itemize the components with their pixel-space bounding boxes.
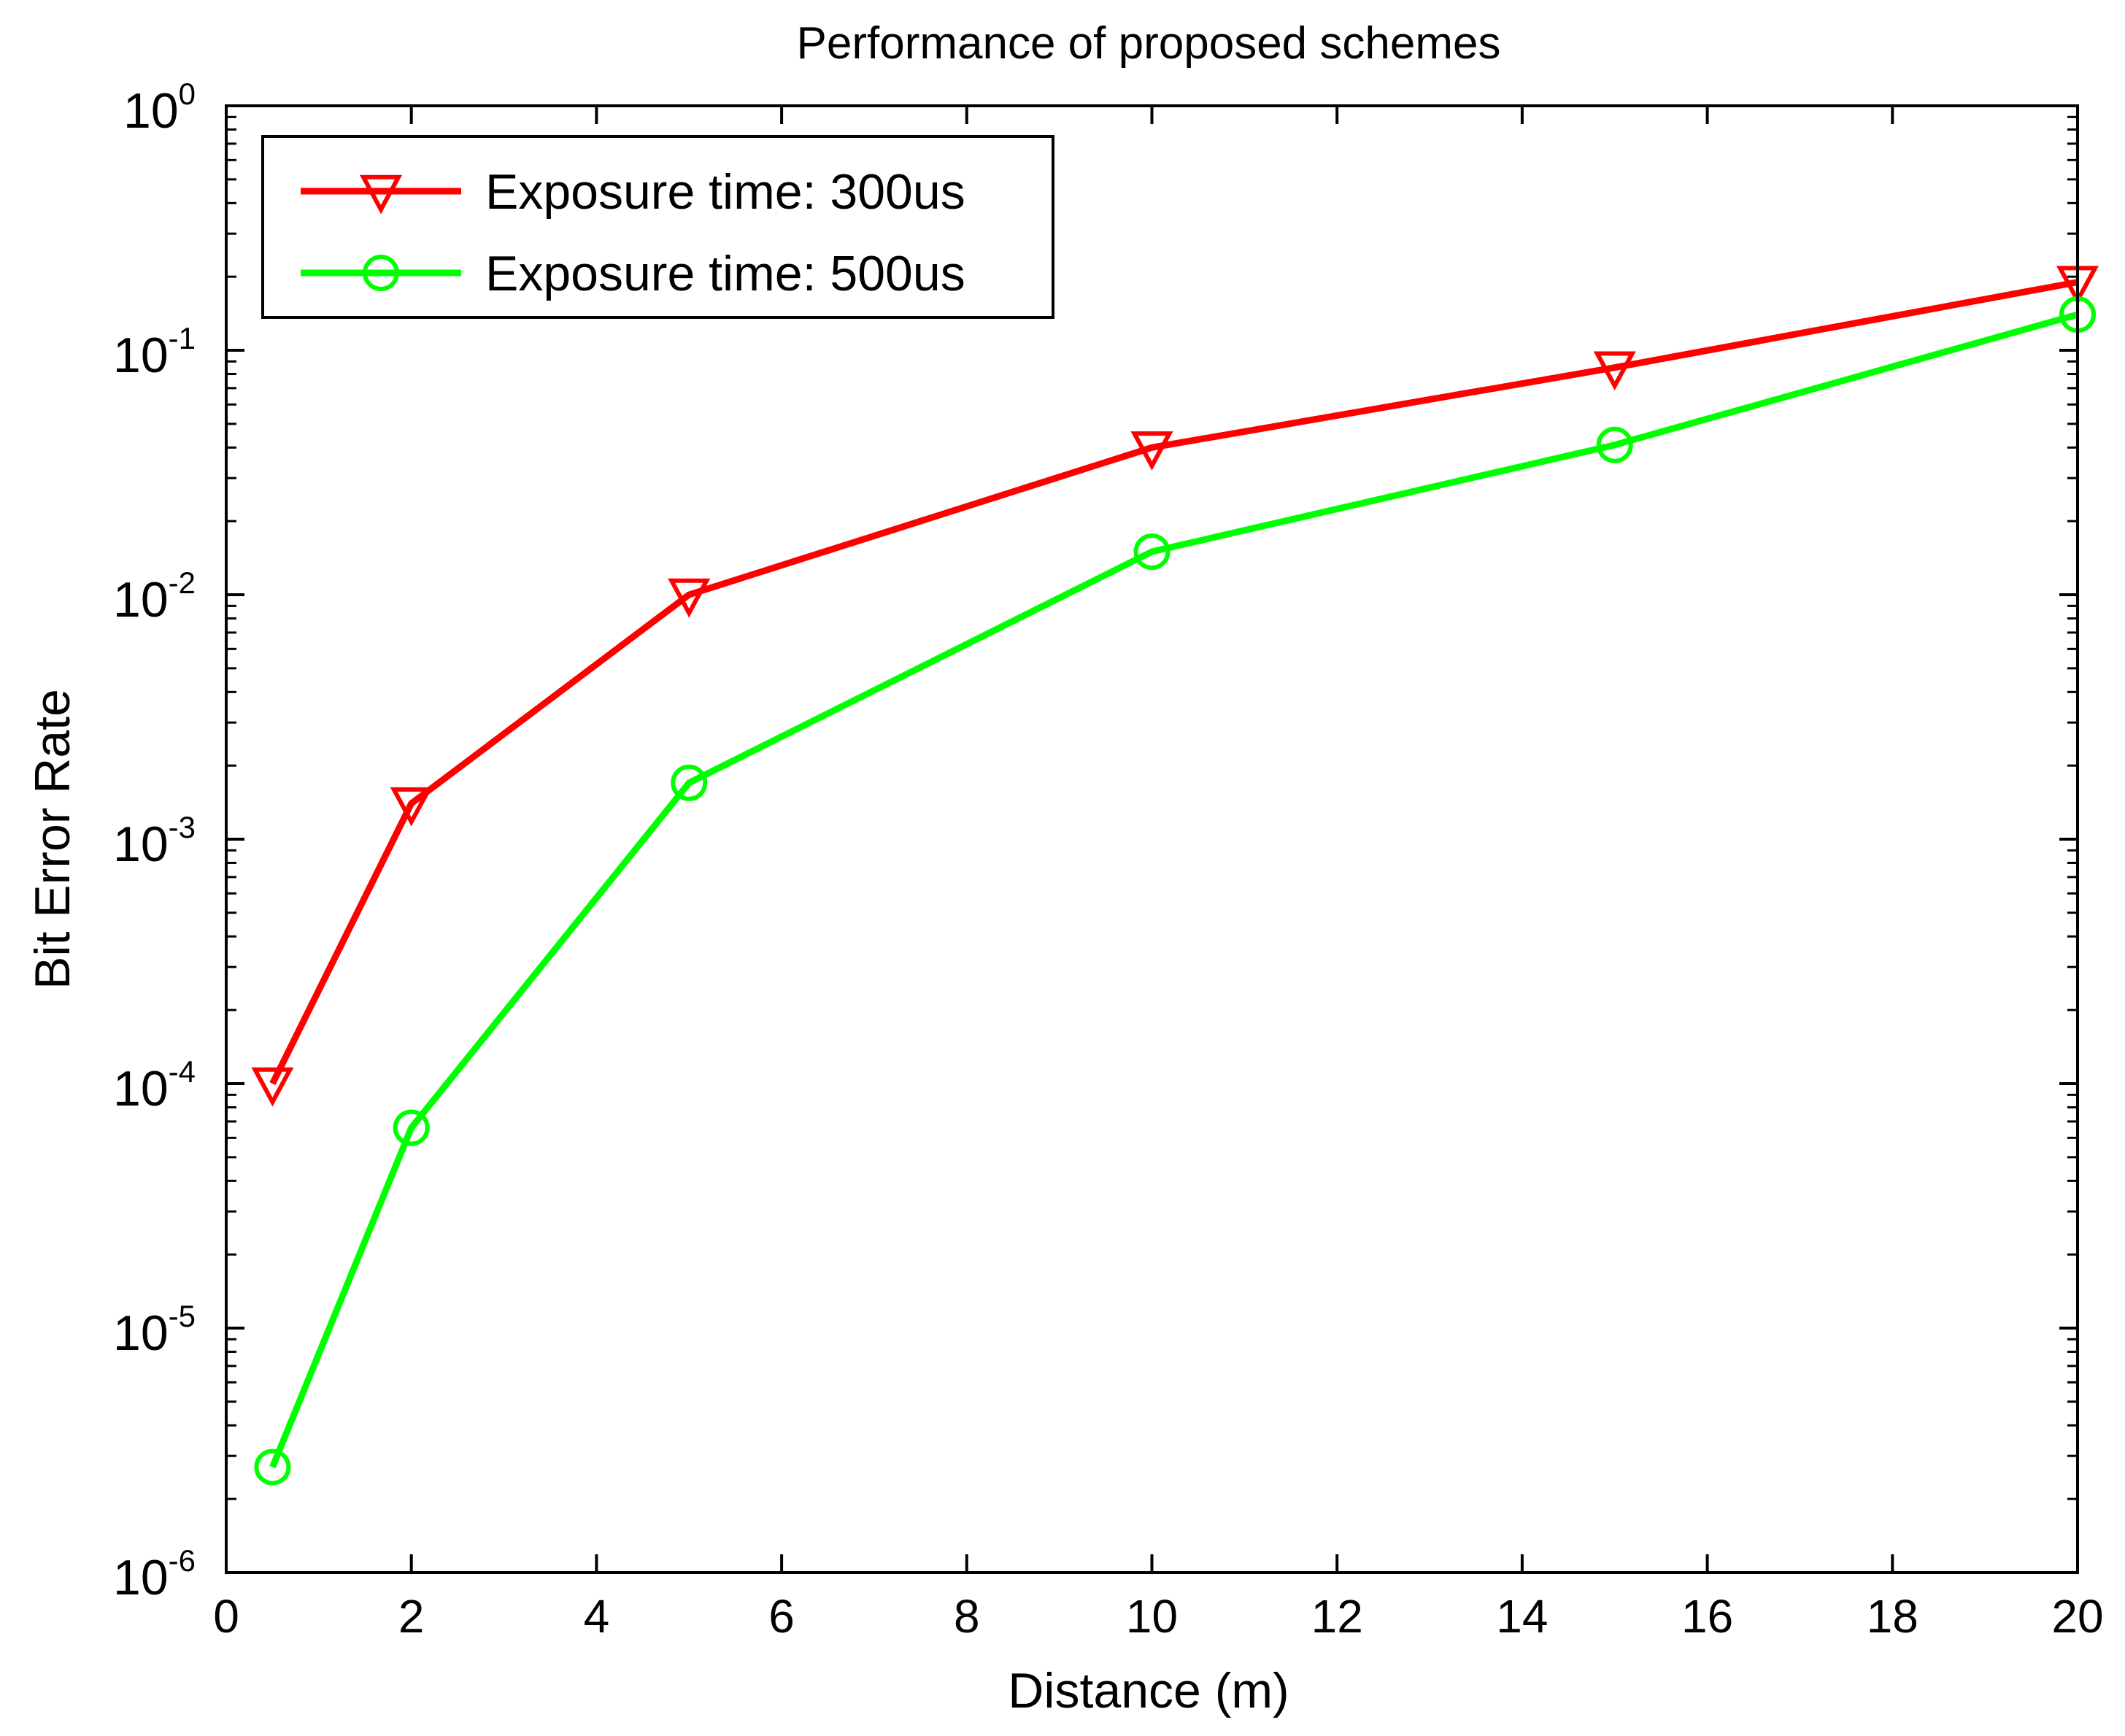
series-1-line <box>269 279 2078 1085</box>
y-tick-exponent: -4 <box>169 1054 196 1089</box>
legend: Exposure time: 300us Exposure time: 500us <box>261 135 1054 319</box>
y-tick-base: 10 <box>113 328 169 383</box>
y-tick-exponent: -5 <box>169 1299 196 1333</box>
series-2-point <box>393 1109 430 1146</box>
y-tick-label: 10-1 <box>113 321 196 383</box>
x-tick-label: 18 <box>1867 1590 1918 1643</box>
x-tick-label: 0 <box>213 1590 239 1643</box>
x-tick-label: 14 <box>1496 1590 1548 1643</box>
series-2-point <box>671 764 708 801</box>
x-axis: 0 2 4 6 8 10 12 14 16 18 20 <box>213 106 2104 1643</box>
x-tick-label: 20 <box>2051 1590 2103 1643</box>
legend-box <box>261 135 1054 319</box>
y-tick-label: 10-3 <box>113 810 196 872</box>
y-tick-label: 10-2 <box>113 566 196 628</box>
legend-series-1-label: Exposure time: 300us <box>485 164 965 220</box>
legend-series-2-label: Exposure time: 500us <box>485 246 965 301</box>
y-tick-base: 10 <box>113 1550 169 1605</box>
x-tick-label: 4 <box>584 1590 610 1643</box>
x-tick-label: 6 <box>768 1590 795 1643</box>
series-2-point <box>1133 533 1171 571</box>
series-2-line <box>269 311 2079 1469</box>
y-tick-base: 10 <box>113 1061 169 1116</box>
series-1-point <box>390 787 433 827</box>
legend-series-2-marker <box>363 255 399 291</box>
y-tick-base: 10 <box>113 817 169 872</box>
y-tick-label: 10-6 <box>113 1543 196 1605</box>
y-tick-base: 10 <box>113 572 169 628</box>
x-tick-label: 16 <box>1681 1590 1733 1643</box>
y-tick-exponent: -6 <box>169 1543 196 1578</box>
y-tick-label: 100 <box>123 77 196 139</box>
x-tick-label: 10 <box>1126 1590 1178 1643</box>
chart-title: Performance of proposed schemes <box>797 18 1501 69</box>
y-tick-exponent: -3 <box>169 810 196 844</box>
x-tick-label: 8 <box>954 1590 980 1643</box>
y-tick-exponent: -1 <box>169 321 196 355</box>
y-tick-label: 10-5 <box>113 1299 196 1361</box>
series-2-point <box>1596 426 1633 463</box>
series-2-point <box>254 1448 291 1486</box>
x-tick-label: 12 <box>1311 1590 1363 1643</box>
y-tick-label: 10-4 <box>113 1054 196 1116</box>
y-tick-exponent: -2 <box>169 566 196 600</box>
x-tick-label: 2 <box>398 1590 425 1643</box>
y-axis-label: Bit Error Rate <box>25 689 80 989</box>
y-tick-base: 10 <box>123 83 179 139</box>
series-1-point <box>1130 431 1173 471</box>
series-1-point <box>668 578 711 618</box>
x-axis-label: Distance (m) <box>1008 1663 1289 1718</box>
series-1-point <box>1593 351 1636 391</box>
legend-series-1-marker <box>359 174 403 215</box>
plot-frame <box>225 104 2079 1574</box>
series-1-point <box>251 1067 294 1107</box>
y-tick-exponent: 0 <box>179 77 196 111</box>
y-tick-base: 10 <box>113 1305 169 1361</box>
